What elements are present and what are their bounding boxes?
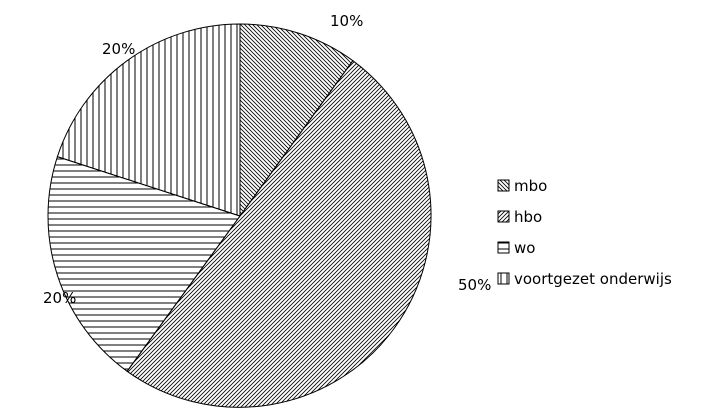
data-label-mbo: 10%	[330, 12, 363, 30]
pie-slice-voortgezet-onderwijs	[56, 23, 241, 217]
legend-label-hbo: hbo	[514, 208, 542, 226]
pie-slice-mbo	[239, 23, 354, 218]
legend-swatch-mbo	[497, 179, 510, 192]
pie-slice-hbo	[126, 59, 432, 408]
data-label-hbo: 50%	[458, 276, 491, 294]
legend-label-voortgezet-onderwijs: voortgezet onderwijs	[514, 270, 672, 288]
legend-swatch-hbo	[497, 210, 510, 223]
pie-labels: 10% 50% 20% 20%	[43, 12, 491, 307]
legend-swatch-wo	[497, 241, 510, 254]
legend-swatch-voortgezet-onderwijs	[497, 272, 510, 285]
legend: mbo hbo wo voortgezet onderwijs	[497, 177, 672, 288]
pie-slices	[47, 23, 432, 408]
legend-label-wo: wo	[514, 239, 535, 257]
pie-slice-wo	[47, 156, 241, 373]
data-label-wo: 20%	[43, 289, 76, 307]
legend-label-mbo: mbo	[514, 177, 547, 195]
data-label-voortgezet-onderwijs: 20%	[102, 40, 135, 58]
